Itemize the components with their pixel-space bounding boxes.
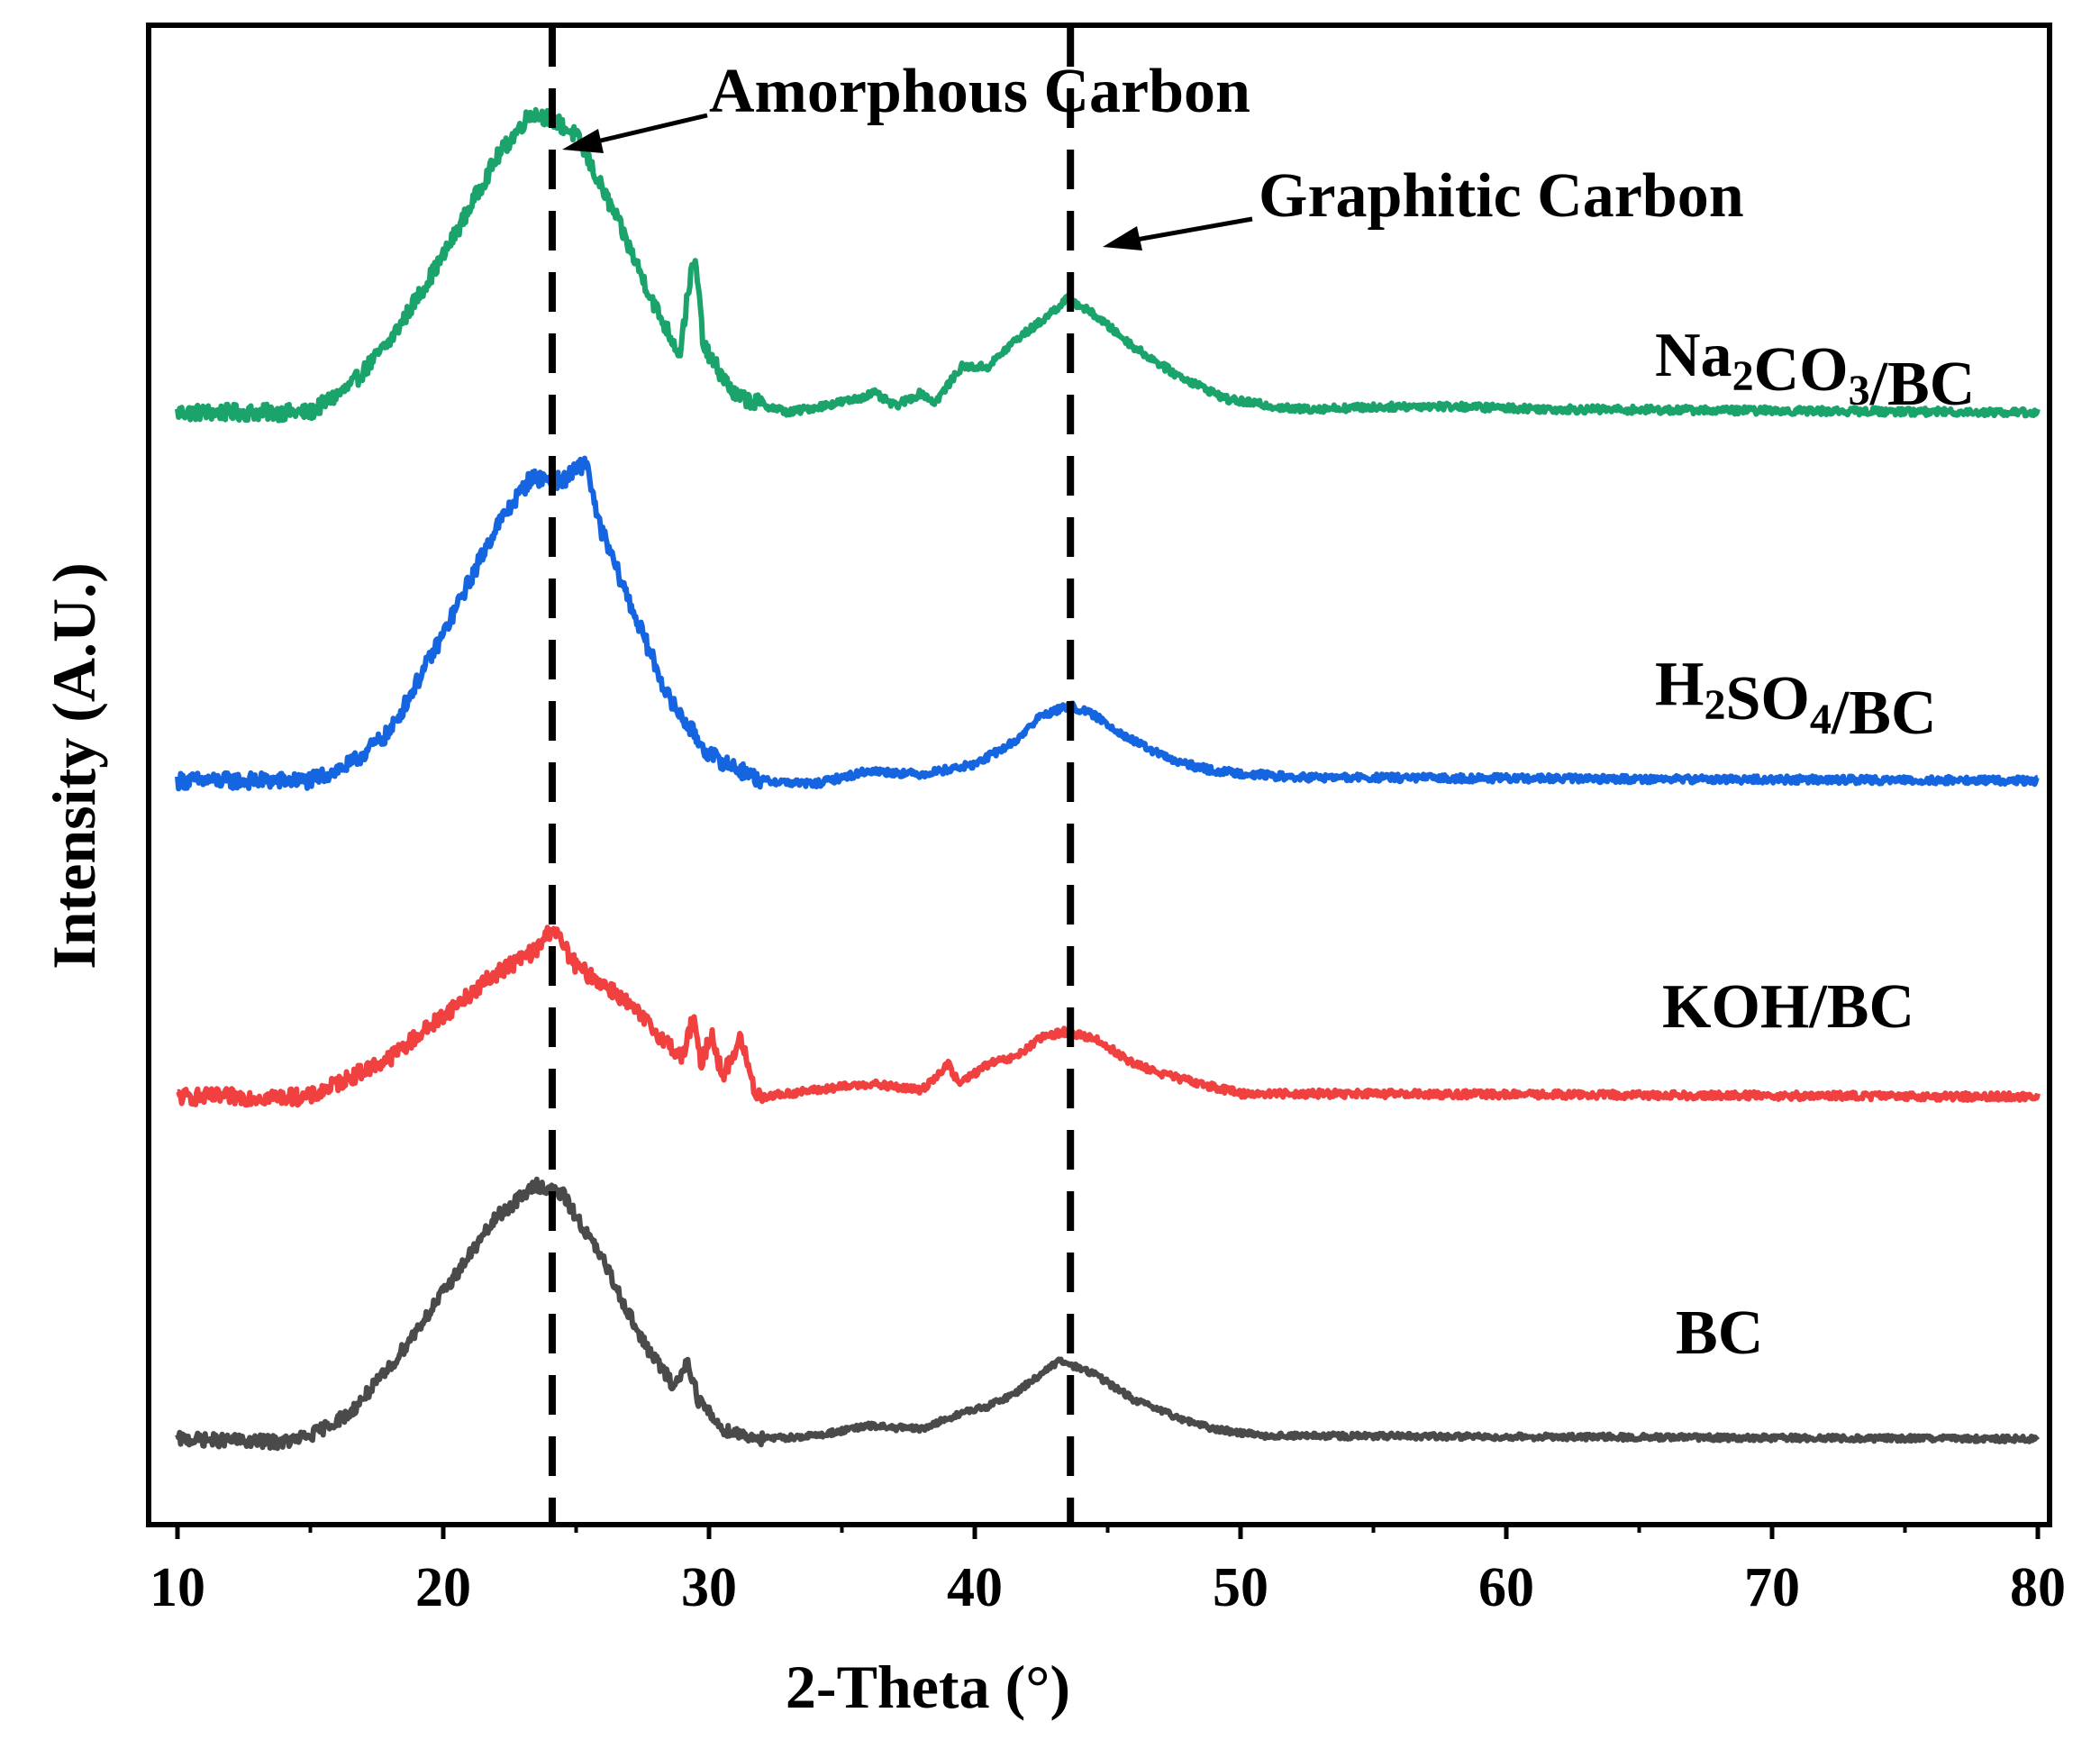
x-axis-ticks: 10 20 30 40 50 60 70 80: [150, 1525, 2066, 1618]
y-axis-title: Intensity (A.U.): [40, 562, 108, 969]
reference-lines: [548, 27, 1075, 1523]
series-label-koh-bc: KOH/BC: [1662, 972, 1914, 1042]
annotation-label-graphitic: Graphitic Carbon: [1259, 161, 1744, 231]
annotation-graphitic: Graphitic Carbon: [1103, 161, 1744, 251]
series-curves: [175, 106, 2041, 1452]
series-label-bc: BC: [1676, 1298, 1763, 1368]
annotation-label-amorphous: Amorphous Carbon: [709, 57, 1250, 126]
x-tick-label: 40: [947, 1557, 1003, 1618]
arrowhead-icon: [1103, 226, 1142, 251]
annotation-arrow-graphitic: [1125, 216, 1253, 244]
series-line-bc: [175, 1176, 2041, 1452]
x-tick-label: 60: [1478, 1557, 1534, 1618]
series-line-h2so4-bc: [175, 455, 2040, 792]
arrowhead-icon: [562, 129, 604, 153]
annotation-arrow-amorphous: [585, 113, 708, 147]
series-label-h2so4-bc: H2SO4/BC: [1655, 650, 1937, 748]
plot-frame: [146, 23, 2052, 1527]
series-label-na2co3-bc: Na2CO3/BC: [1655, 321, 1975, 419]
x-axis-title: 2-Theta (°): [786, 1653, 1070, 1721]
x-tick-label: 10: [150, 1557, 205, 1618]
x-tick-label: 20: [415, 1557, 471, 1618]
series-line-koh-bc: [176, 925, 2041, 1108]
x-tick-label: 30: [681, 1557, 737, 1618]
annotation-amorphous: Amorphous Carbon: [562, 57, 1250, 153]
x-tick-label: 50: [1213, 1557, 1268, 1618]
x-tick-label: 80: [2010, 1557, 2066, 1618]
x-tick-label: 70: [1744, 1557, 1800, 1618]
series-line-na2co3-bc: [175, 106, 2041, 424]
series-labels: Na2CO3/BC H2SO4/BC KOH/BC BC: [1655, 321, 1975, 1368]
